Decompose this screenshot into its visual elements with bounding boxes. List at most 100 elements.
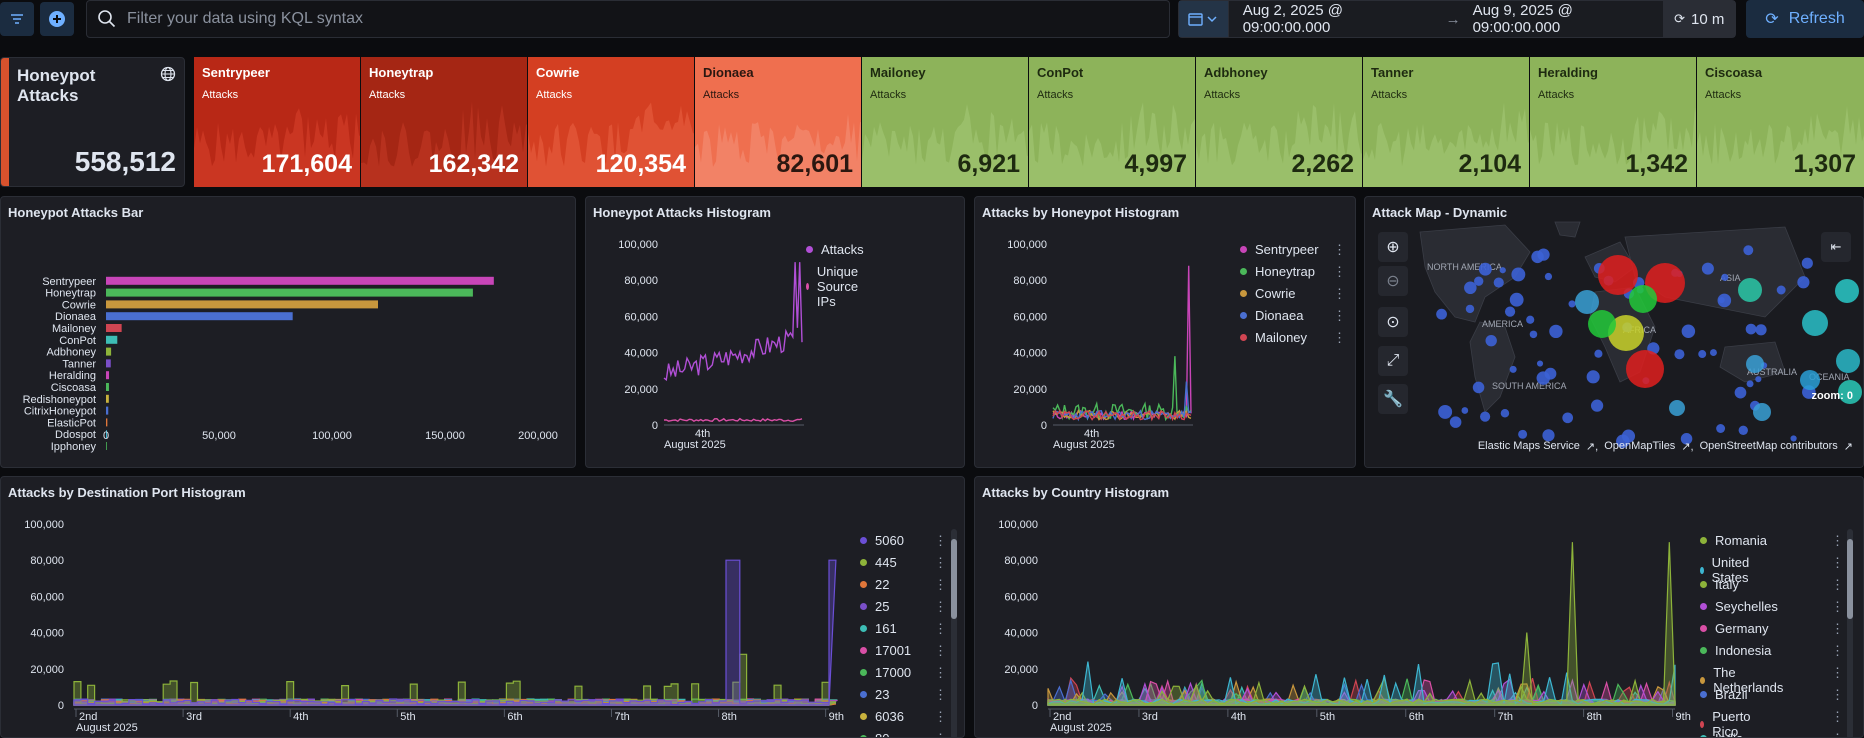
attack-point[interactable] (1509, 365, 1517, 373)
series-line[interactable] (1052, 381, 1192, 422)
auto-refresh-interval[interactable]: ⟳ 10 m (1663, 1, 1735, 37)
series-line[interactable] (663, 262, 803, 382)
legend-item[interactable]: Attacks (806, 242, 864, 257)
attack-point[interactable] (1529, 330, 1538, 339)
attack-point[interactable] (1542, 429, 1555, 442)
attack-point[interactable] (1698, 350, 1707, 359)
attack-point[interactable] (1743, 245, 1754, 256)
series-line[interactable] (1052, 409, 1192, 422)
attack-point[interactable] (1544, 272, 1553, 281)
attack-point[interactable] (1500, 409, 1510, 418)
legend-item[interactable]: Honeytrap (1240, 264, 1315, 279)
series-line[interactable] (1052, 356, 1192, 422)
attack-point[interactable] (1562, 412, 1574, 424)
bar[interactable] (106, 324, 122, 332)
attack-point[interactable] (1461, 407, 1469, 414)
attack-point[interactable] (1681, 324, 1696, 338)
legend-menu-icon[interactable]: ⋮ (1831, 687, 1844, 702)
legend-scrollbar[interactable] (1847, 529, 1853, 737)
fullscreen-button[interactable]: ⤢ (1378, 346, 1408, 376)
bar[interactable] (106, 383, 109, 391)
attack-point[interactable] (1518, 429, 1528, 439)
bar[interactable] (106, 312, 293, 321)
attack-cluster[interactable] (1802, 310, 1828, 336)
attribution-link[interactable]: Elastic Maps Service (1477, 440, 1580, 452)
bar[interactable] (106, 335, 118, 344)
attack-point[interactable] (1746, 380, 1754, 388)
bar[interactable] (106, 371, 110, 380)
legend-item[interactable]: 17001 (860, 643, 911, 658)
series-line[interactable] (663, 417, 803, 423)
layer-control-button[interactable]: ⇤ (1821, 232, 1851, 262)
attack-point[interactable] (1755, 376, 1762, 383)
attack-point[interactable] (1621, 429, 1636, 443)
attack-cluster[interactable] (1753, 403, 1771, 421)
legend-menu-icon[interactable]: ⋮ (934, 577, 947, 592)
attack-point[interactable] (1485, 334, 1497, 347)
legend-item[interactable]: 25 (860, 599, 889, 614)
add-filter-button[interactable] (40, 2, 74, 36)
legend-menu-icon[interactable]: ⋮ (934, 687, 947, 702)
legend-menu-icon[interactable]: ⋮ (1831, 577, 1844, 592)
legend-item[interactable]: Sentrypeer (1240, 242, 1319, 257)
legend-menu-icon[interactable]: ⋮ (1333, 308, 1346, 323)
attribution-link[interactable]: OpenMapTiles (1604, 440, 1676, 452)
bar[interactable] (106, 300, 379, 309)
bar[interactable] (106, 359, 111, 368)
attack-point[interactable] (1480, 411, 1491, 422)
attack-point[interactable] (1526, 315, 1535, 324)
attack-point[interactable] (1544, 367, 1557, 380)
series-line[interactable] (1052, 265, 1192, 421)
attack-point[interactable] (1478, 262, 1492, 276)
attack-point[interactable] (1499, 267, 1506, 274)
attack-cluster[interactable] (1738, 278, 1762, 302)
attack-point[interactable] (1594, 349, 1603, 358)
legend-item[interactable]: Unique Source IPs (806, 264, 862, 309)
series-area[interactable] (73, 559, 837, 706)
legend-item[interactable]: Cowrie (1240, 286, 1295, 301)
filter-menu-button[interactable] (0, 2, 34, 36)
legend-menu-icon[interactable]: ⋮ (1333, 286, 1346, 301)
legend-menu-icon[interactable]: ⋮ (1333, 330, 1346, 345)
legend-item[interactable]: Germany (1700, 621, 1768, 636)
start-date[interactable]: Aug 2, 2025 @ 09:00:00.000 (1242, 2, 1344, 36)
attack-point[interactable] (1674, 349, 1685, 360)
series-area[interactable] (1047, 542, 1676, 706)
bar[interactable] (106, 430, 108, 439)
refresh-button[interactable]: ⟳ Refresh (1746, 0, 1864, 38)
legend-item[interactable]: Brazil (1700, 687, 1748, 702)
quick-select-button[interactable] (1179, 1, 1229, 37)
scrollbar-thumb[interactable] (1847, 539, 1853, 619)
scrollbar-thumb[interactable] (951, 539, 957, 619)
attack-point[interactable] (1568, 300, 1576, 308)
attack-point[interactable] (1449, 416, 1462, 428)
attack-point[interactable] (1586, 370, 1600, 384)
bar[interactable] (106, 442, 107, 450)
legend-menu-icon[interactable]: ⋮ (934, 731, 947, 737)
attack-point[interactable] (1721, 273, 1729, 281)
legend-item[interactable]: India (1700, 731, 1743, 737)
legend-item[interactable]: The Netherlands (1700, 665, 1785, 695)
search-input[interactable]: Filter your data using KQL syntax (86, 0, 1170, 38)
legend-item[interactable]: United States (1700, 555, 1753, 585)
legend-item[interactable]: Italy (1700, 577, 1739, 592)
attack-point[interactable] (1755, 324, 1767, 336)
legend-menu-icon[interactable]: ⋮ (1831, 599, 1844, 614)
bar[interactable] (106, 406, 109, 415)
legend-item[interactable]: Romania (1700, 533, 1767, 548)
attack-point[interactable] (1465, 304, 1475, 314)
date-picker[interactable]: Aug 2, 2025 @ 09:00:00.000 → Aug 9, 2025… (1178, 0, 1736, 38)
attack-point[interactable] (1801, 257, 1813, 269)
attack-point[interactable] (1474, 276, 1484, 286)
bar[interactable] (106, 288, 473, 297)
attack-point[interactable] (1511, 267, 1526, 282)
attack-point[interactable] (1709, 349, 1717, 357)
attack-cluster[interactable] (1746, 355, 1764, 373)
attack-point[interactable] (1438, 404, 1453, 419)
legend-menu-icon[interactable]: ⋮ (934, 665, 947, 680)
legend-menu-icon[interactable]: ⋮ (934, 599, 947, 614)
attack-point[interactable] (1734, 386, 1747, 399)
legend-item[interactable]: 161 (860, 621, 897, 636)
attack-cluster[interactable] (1608, 315, 1644, 351)
attack-point[interactable] (1790, 435, 1797, 442)
